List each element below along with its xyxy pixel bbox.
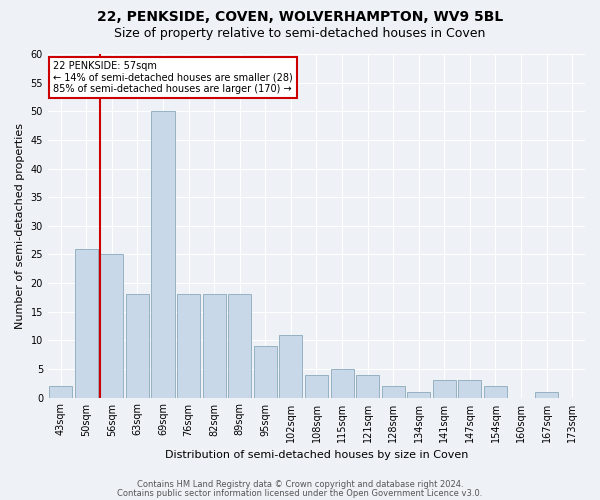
Bar	[331, 369, 353, 398]
Y-axis label: Number of semi-detached properties: Number of semi-detached properties	[15, 123, 25, 329]
Bar	[126, 294, 149, 398]
Bar	[75, 248, 98, 398]
Text: Contains public sector information licensed under the Open Government Licence v3: Contains public sector information licen…	[118, 489, 482, 498]
Bar	[305, 374, 328, 398]
Bar	[458, 380, 481, 398]
Bar	[254, 346, 277, 398]
Text: 22, PENKSIDE, COVEN, WOLVERHAMPTON, WV9 5BL: 22, PENKSIDE, COVEN, WOLVERHAMPTON, WV9 …	[97, 10, 503, 24]
Text: Size of property relative to semi-detached houses in Coven: Size of property relative to semi-detach…	[115, 28, 485, 40]
Bar	[177, 294, 200, 398]
Bar	[484, 386, 507, 398]
Bar	[407, 392, 430, 398]
Bar	[203, 294, 226, 398]
Text: Contains HM Land Registry data © Crown copyright and database right 2024.: Contains HM Land Registry data © Crown c…	[137, 480, 463, 489]
Bar	[49, 386, 72, 398]
Text: 22 PENKSIDE: 57sqm
← 14% of semi-detached houses are smaller (28)
85% of semi-de: 22 PENKSIDE: 57sqm ← 14% of semi-detache…	[53, 61, 293, 94]
Bar	[280, 334, 302, 398]
Bar	[100, 254, 124, 398]
Bar	[228, 294, 251, 398]
Bar	[535, 392, 558, 398]
Bar	[356, 374, 379, 398]
X-axis label: Distribution of semi-detached houses by size in Coven: Distribution of semi-detached houses by …	[165, 450, 468, 460]
Bar	[382, 386, 404, 398]
Bar	[433, 380, 456, 398]
Bar	[151, 112, 175, 398]
